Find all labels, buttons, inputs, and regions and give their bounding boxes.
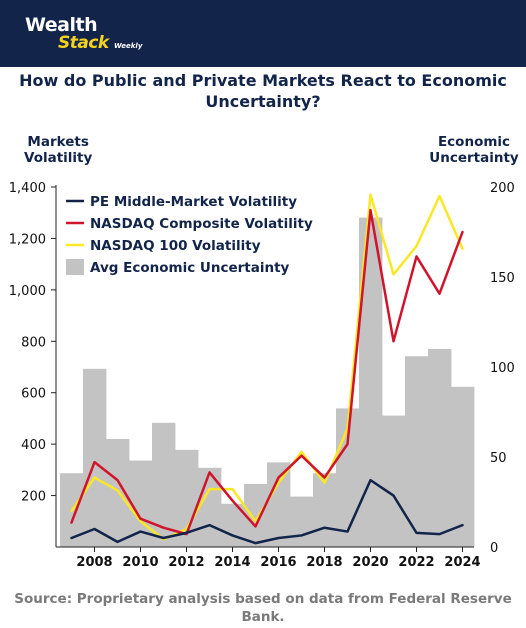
left-tick-label: 1,200	[9, 232, 46, 247]
uncertainty-bar	[382, 415, 406, 547]
right-tick-label: 150	[490, 271, 515, 286]
uncertainty-bar	[428, 349, 452, 547]
legend-label: PE Middle-Market Volatility	[90, 194, 297, 210]
x-tick-label: 2018	[306, 555, 342, 570]
x-tick-label: 2016	[260, 555, 296, 570]
header-banner: Wealth Stack Weekly	[0, 0, 526, 67]
x-tick-label: 2024	[444, 555, 480, 570]
axis-title-line: Uncertainty	[429, 150, 519, 166]
source-note: Source: Proprietary analysis based on da…	[14, 591, 512, 625]
uncertainty-bar	[313, 473, 337, 547]
uncertainty-bar	[244, 484, 268, 547]
legend-swatch	[66, 259, 84, 275]
x-tick-label: 2020	[352, 555, 388, 570]
logo-stack: Stack	[58, 33, 109, 53]
left-axis-title: Markets Volatility	[24, 134, 92, 166]
right-axis-title: Economic Uncertainty	[424, 134, 524, 166]
uncertainty-bar	[405, 356, 429, 547]
right-tick-label: 100	[490, 361, 515, 376]
uncertainty-bar	[198, 467, 222, 547]
legend-label: Avg Economic Uncertainty	[90, 260, 290, 276]
x-tick-label: 2008	[76, 555, 112, 570]
logo-wealth: Wealth	[25, 14, 98, 36]
uncertainty-bar	[267, 462, 291, 547]
bars-layer	[60, 217, 475, 547]
x-tick-label: 2022	[398, 555, 434, 570]
axis-title-line: Markets	[27, 134, 89, 150]
left-tick-label: 800	[21, 335, 46, 350]
right-tick-label: 50	[490, 451, 507, 466]
x-tick-label: 2014	[214, 555, 250, 570]
left-tick-label: 1,400	[9, 181, 46, 196]
right-tick-label: 200	[490, 181, 515, 196]
series-line-nasdaq-composite-volatility	[70, 208, 464, 536]
right-tick-label: 0	[490, 541, 498, 556]
uncertainty-bar	[290, 496, 314, 547]
uncertainty-bar	[359, 217, 383, 547]
series-line-pe-middle-market-volatility	[70, 478, 464, 545]
logo-weekly: Weekly	[114, 42, 143, 50]
chart-title: How do Public and Private Markets React …	[19, 71, 507, 111]
left-tick-label: 400	[21, 438, 46, 453]
uncertainty-bar	[175, 449, 199, 547]
axis-title-line: Volatility	[24, 150, 93, 166]
left-tick-label: 1,000	[9, 284, 46, 299]
lines-layer	[70, 193, 464, 545]
axes-layer: 200 400 600 800 1,000 1,200 1,400 0 50 100 150 200 2…	[9, 181, 515, 570]
left-tick-label: 200	[21, 490, 46, 505]
uncertainty-bar	[451, 386, 475, 547]
axis-title-line: Economic	[437, 134, 511, 150]
legend-label: NASDAQ 100 Volatility	[90, 238, 261, 254]
uncertainty-bar	[106, 439, 130, 547]
legend-label: NASDAQ Composite Volatility	[90, 216, 313, 232]
uncertainty-bar	[152, 422, 176, 547]
x-tick-label: 2012	[168, 555, 204, 570]
x-tick-label: 2010	[122, 555, 158, 570]
uncertainty-bar	[83, 368, 107, 547]
legend: PE Middle-Market Volatility NASDAQ Compos…	[66, 194, 313, 276]
left-tick-label: 600	[21, 387, 46, 402]
